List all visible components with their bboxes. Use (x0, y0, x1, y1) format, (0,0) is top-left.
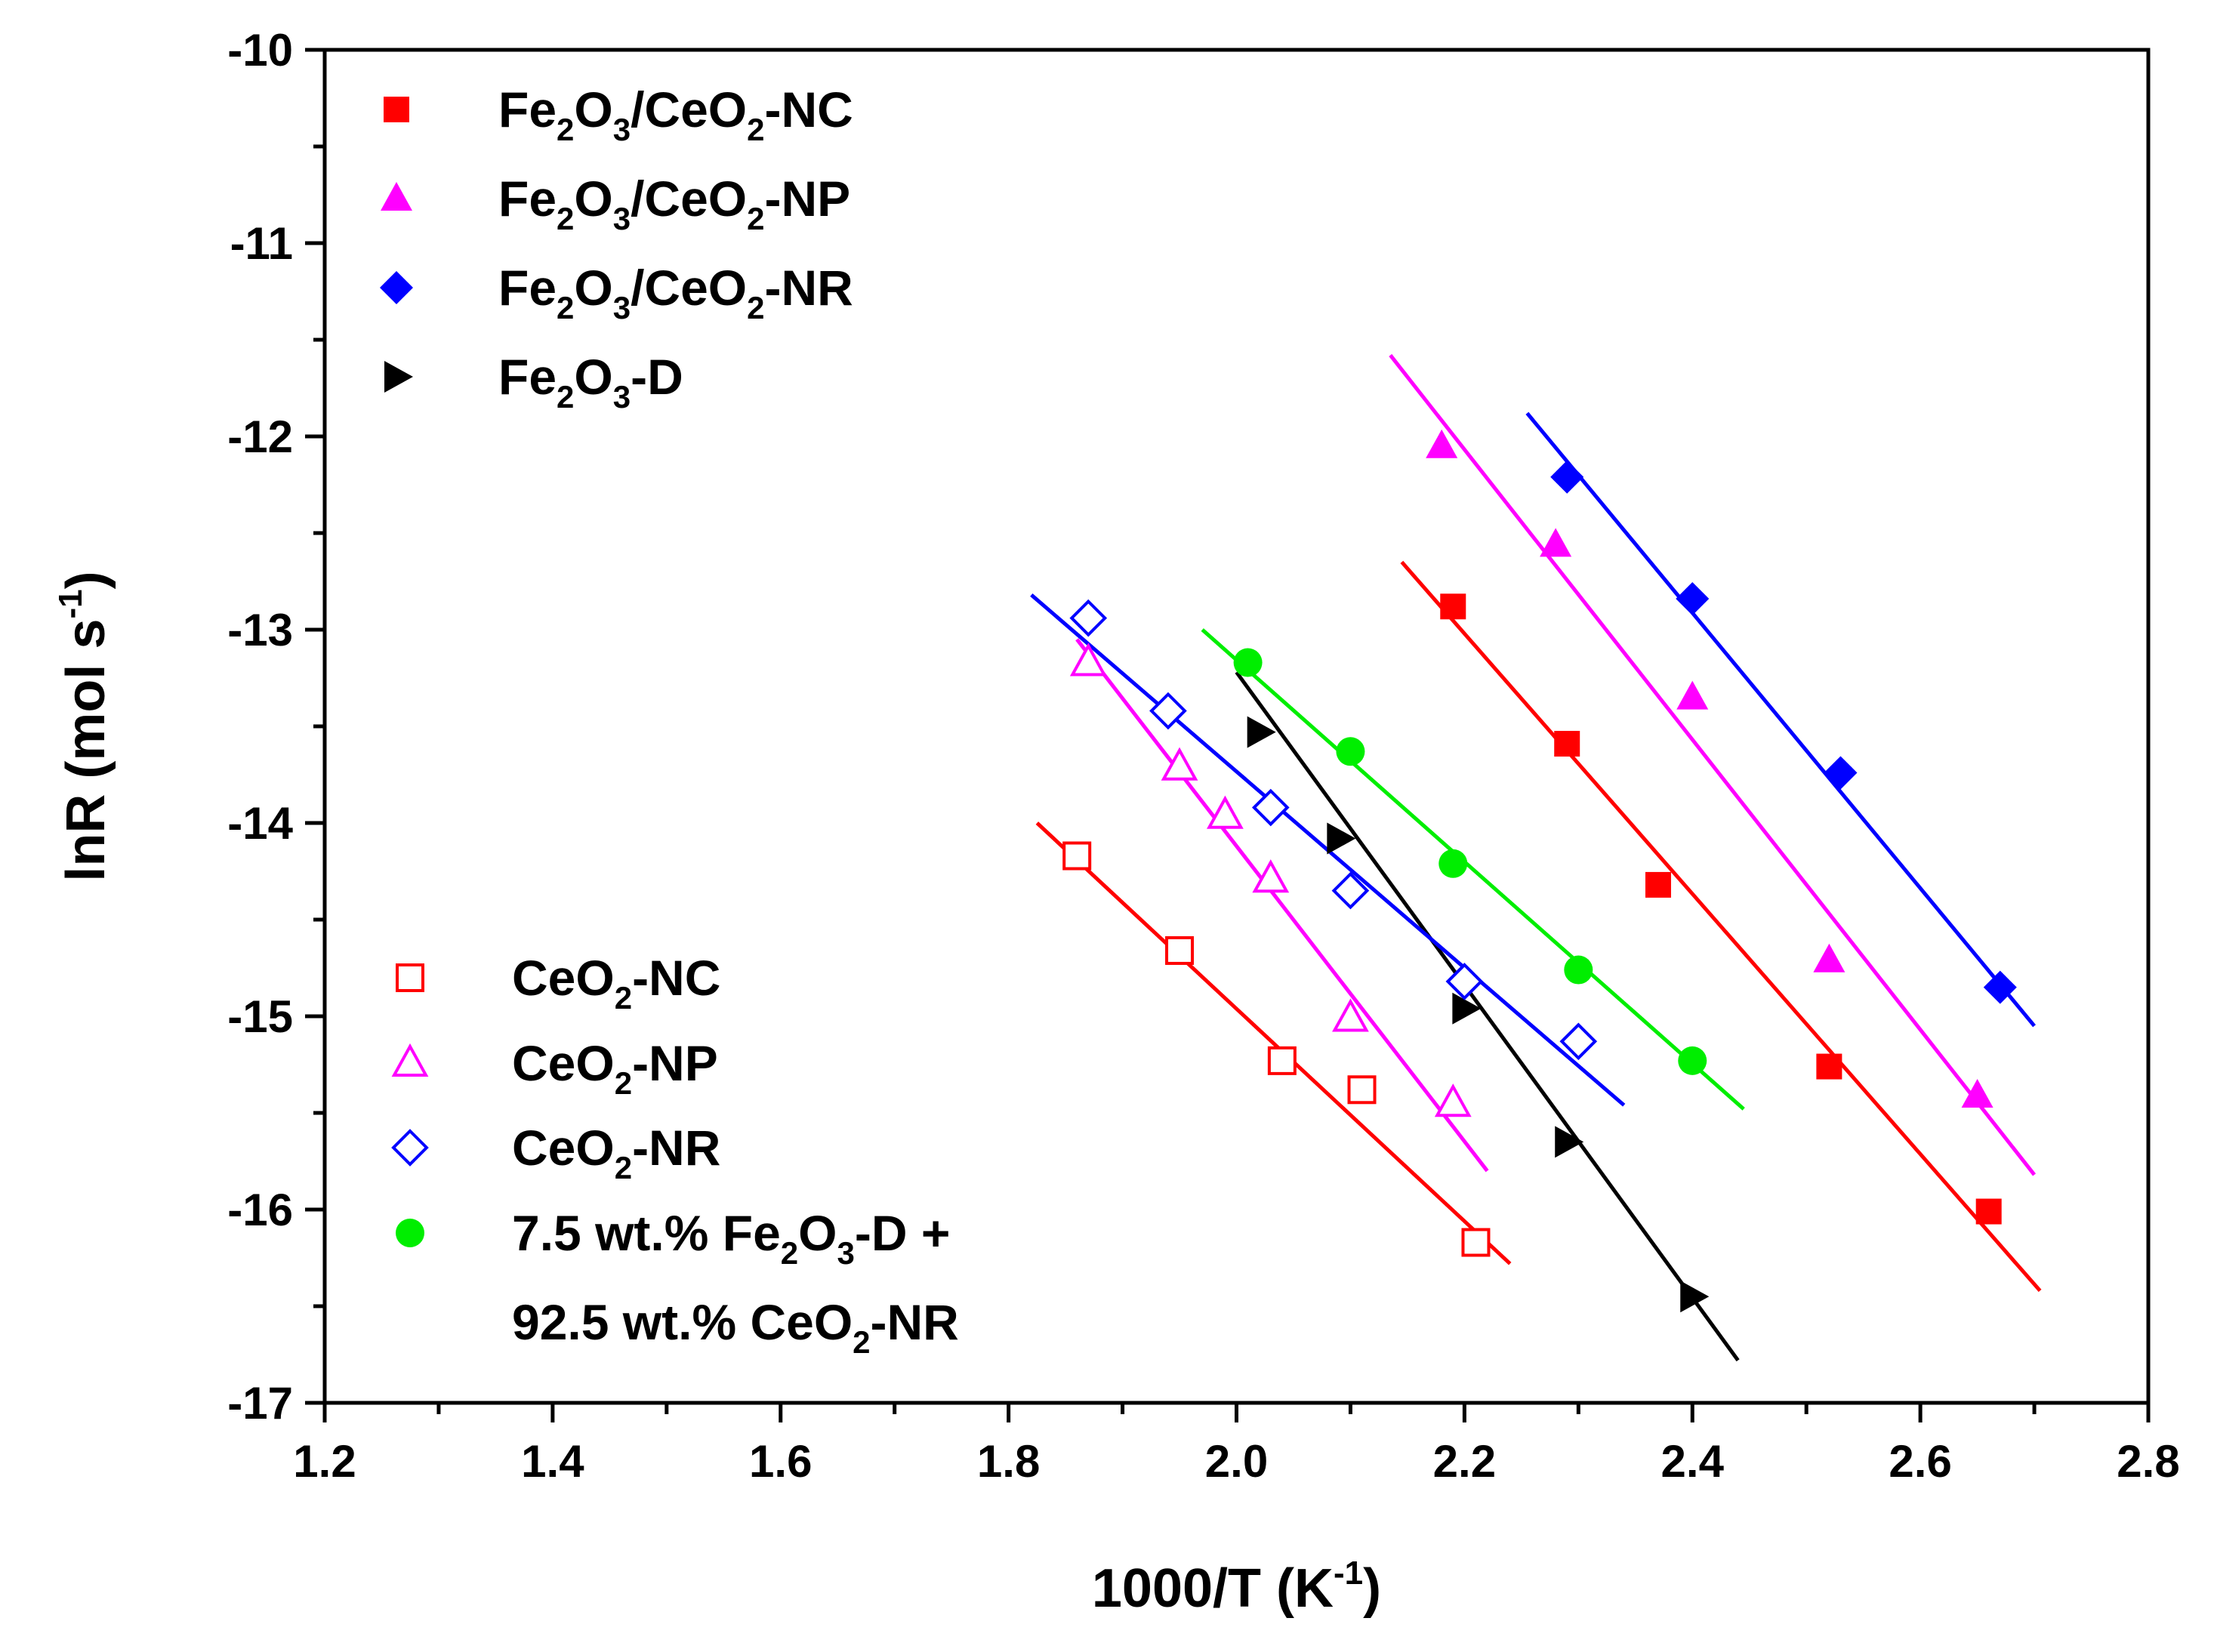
data-point-7-5-wt-fe2o3-d-92-5-wt-ceo2-nr (1336, 737, 1365, 766)
data-point-ceo2-np (1252, 859, 1290, 893)
x-tick-label: 1.6 (749, 1436, 812, 1487)
y-tick-label: -11 (230, 218, 293, 269)
legend-label-ceo2-np: CeO2-NP (512, 1035, 718, 1101)
data-point-fe2o3-d (1327, 822, 1356, 855)
data-point-ceo2-nr (1445, 963, 1484, 1000)
y-tick-label: -13 (227, 605, 293, 655)
x-tick-label: 1.2 (293, 1436, 356, 1487)
data-point-fe2o3-ceo2-np (1426, 429, 1458, 458)
legend-label-ceo2-nc: CeO2-NC (512, 950, 720, 1016)
data-point-fe2o3-d (1555, 1126, 1584, 1158)
data-point-fe2o3-d (1452, 992, 1482, 1025)
data-point-ceo2-nc (1267, 1046, 1297, 1075)
legend-marker-ceo2-np (391, 1043, 429, 1077)
data-point-ceo2-np (1434, 1083, 1472, 1117)
x-tick-label: 1.8 (977, 1436, 1040, 1487)
data-point-ceo2-nc (1347, 1075, 1377, 1105)
data-point-ceo2-nr (1149, 692, 1187, 730)
data-point-ceo2-nr (1331, 871, 1370, 910)
data-point-ceo2-nr (1069, 599, 1108, 637)
x-tick-label: 2.2 (1433, 1436, 1496, 1487)
data-point-7-5-wt-fe2o3-d-92-5-wt-ceo2-nr (1564, 955, 1593, 985)
data-point-fe2o3-ceo2-nc (1440, 593, 1466, 620)
data-point-7-5-wt-fe2o3-d-92-5-wt-ceo2-nr (1678, 1046, 1707, 1075)
data-point-7-5-wt-fe2o3-d-92-5-wt-ceo2-nr (1438, 849, 1468, 878)
legend-marker-7-5-wt-fe2o3-d-92-5-wt-ceo2-nr (396, 1219, 424, 1247)
y-axis-title: lnR (mol s-1) (52, 571, 116, 881)
data-point-fe2o3-ceo2-nc (1816, 1053, 1842, 1080)
data-point-ceo2-np (1332, 998, 1369, 1032)
legend-marker-fe2o3-ceo2-np (381, 182, 412, 211)
data-point-fe2o3-ceo2-nc (1975, 1198, 2002, 1225)
fit-line-fe2o3-ceo2-np (1389, 353, 2037, 1176)
fit-line-ceo2-nc (1035, 821, 1512, 1265)
legend-label-fe2o3-ceo2-nr: Fe2O3/CeO2-NR (498, 260, 853, 325)
data-point-fe2o3-ceo2-np (1540, 528, 1572, 557)
data-point-fe2o3-ceo2-nr (1983, 970, 2017, 1004)
fit-line-ceo2-np (1075, 638, 1489, 1173)
data-point-7-5-wt-fe2o3-d-92-5-wt-ceo2-nr (1233, 648, 1263, 677)
legend-marker-ceo2-nc (396, 963, 424, 992)
y-tick-label: -17 (227, 1378, 293, 1429)
y-tick-label: -12 (227, 411, 293, 462)
data-point-fe2o3-ceo2-nr (1550, 460, 1584, 494)
legend-label-7-5-wt-fe2o3-d-92-5-wt-ceo2-nr: 7.5 wt.% Fe2O3-D + (512, 1205, 950, 1271)
data-point-ceo2-nr (1251, 788, 1290, 827)
x-tick-label: 2.0 (1205, 1436, 1268, 1487)
data-point-fe2o3-ceo2-np (1813, 943, 1846, 972)
legend-label-fe2o3-d: Fe2O3-D (498, 349, 683, 415)
legend-marker-fe2o3-d (384, 361, 413, 393)
data-point-fe2o3-ceo2-nr (1824, 756, 1858, 790)
y-tick-label: -16 (227, 1185, 293, 1235)
data-point-fe2o3-d (1247, 716, 1276, 748)
x-tick-label: 2.8 (2117, 1436, 2179, 1487)
data-point-fe2o3-ceo2-nc (1645, 871, 1671, 898)
data-point-ceo2-np (1161, 747, 1198, 781)
legend-marker-ceo2-nr (391, 1129, 429, 1167)
legend-marker-fe2o3-ceo2-nr (380, 271, 413, 304)
data-point-ceo2-np (1069, 643, 1107, 677)
data-point-ceo2-nc (1062, 841, 1092, 871)
fit-line-fe2o3-ceo2-nr (1525, 411, 2036, 1028)
fit-line-fe2o3-ceo2-nc (1400, 560, 2042, 1293)
x-axis-title: 1000/T (K-1) (1092, 1555, 1381, 1619)
y-tick-label: -14 (227, 798, 293, 849)
legend-marker-fe2o3-ceo2-nc (384, 97, 409, 122)
data-point-fe2o3-d (1680, 1281, 1710, 1313)
fit-lines (1030, 353, 2042, 1362)
data-point-ceo2-nr (1559, 1022, 1598, 1061)
x-tick-label: 2.6 (1889, 1436, 1951, 1487)
x-tick-label: 2.4 (1661, 1436, 1725, 1487)
data-point-fe2o3-ceo2-nr (1676, 582, 1710, 616)
y-tick-label: -10 (227, 25, 293, 76)
fit-line-fe2o3-d (1235, 670, 1740, 1362)
legend-label-fe2o3-ceo2-np: Fe2O3/CeO2-NP (498, 171, 850, 236)
legend-label-ceo2-nr: CeO2-NR (512, 1120, 720, 1185)
axes: 1.2 1.4 1.6 1.8 2.0 2.2 2.4 2.6 2.8 -10 -11 -12 -13 -… (227, 25, 2179, 1487)
data-point-fe2o3-ceo2-nc (1554, 731, 1580, 757)
y-tick-label: -15 (227, 991, 293, 1042)
data-point-fe2o3-ceo2-np (1676, 680, 1709, 710)
data-point-ceo2-nc (1165, 935, 1195, 965)
legend: Fe2O3/CeO2-NC Fe2O3/CeO2-NP Fe2O3/CeO2-NR F… (380, 82, 959, 1360)
data-point-ceo2-nc (1461, 1228, 1491, 1257)
data-point-ceo2-np (1207, 795, 1244, 829)
x-tick-label: 1.4 (521, 1436, 584, 1487)
data-point-fe2o3-ceo2-np (1961, 1078, 1994, 1108)
fit-line-7-5-wt-fe2o3-d-92-5-wt-ceo2-nr (1201, 628, 1745, 1111)
legend-label-fe2o3-ceo2-nc: Fe2O3/CeO2-NC (498, 82, 853, 147)
legend-label-line2-7-5-wt-fe2o3-d-92-5-wt-ceo2-nr: 92.5 wt.% CeO2-NR (512, 1294, 959, 1360)
data-markers (1062, 429, 2017, 1313)
